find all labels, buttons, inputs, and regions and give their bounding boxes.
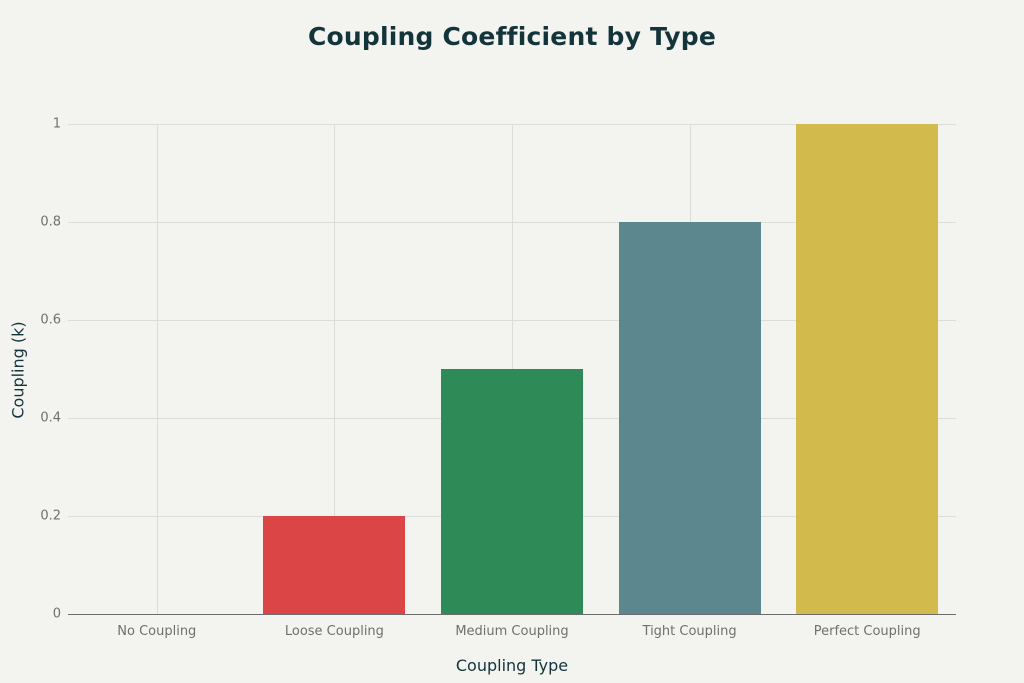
x-axis-line [68, 614, 956, 615]
x-tick-label: Tight Coupling [642, 624, 737, 639]
x-tick-label: Perfect Coupling [813, 624, 921, 639]
y-tick-label: 0.4 [40, 410, 61, 426]
y-tick-label: 0.8 [40, 214, 61, 230]
chart-title: Coupling Coefficient by Type [307, 22, 717, 51]
plot-area [68, 124, 956, 615]
y-tick-label: 0.6 [40, 312, 61, 328]
bar-perfect-coupling [796, 124, 938, 614]
y-axis-label: Coupling (k) [8, 321, 28, 419]
y-tick-label: 1 [52, 116, 61, 132]
x-axis-label: Coupling Type [455, 656, 569, 675]
bar-tight-coupling [619, 222, 761, 614]
x-tick-label: Loose Coupling [284, 624, 384, 639]
gridline-vertical [157, 124, 158, 614]
y-tick-label: 0 [52, 606, 61, 622]
gridline-vertical [334, 124, 335, 614]
x-tick-label: Medium Coupling [455, 624, 569, 639]
y-tick-label: 0.2 [40, 508, 61, 524]
x-tick-label: No Coupling [117, 624, 197, 639]
bar-medium-coupling [441, 369, 583, 614]
bar-loose-coupling [263, 516, 405, 614]
